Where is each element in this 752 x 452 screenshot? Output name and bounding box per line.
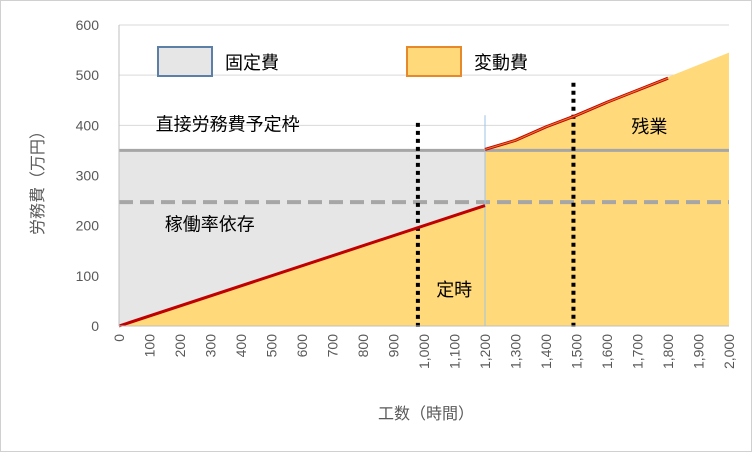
x-axis-title: 工数（時間） [378,404,474,423]
annotation-label: 残業 [631,117,667,138]
y-tick-label: 0 [91,318,99,334]
x-tick-label: 600 [294,334,310,358]
legend-swatch [406,46,462,77]
x-tick-label: 1,700 [630,334,646,369]
x-tick-label: 100 [142,334,158,358]
x-tick-label: 1,600 [599,334,615,369]
x-tick-label: 300 [203,334,219,358]
x-tick-label: 1,300 [508,334,524,369]
x-tick-label: 2,000 [721,334,737,369]
annotation-label: 直接労務費予定枠 [156,114,300,135]
y-tick-label: 600 [76,17,100,33]
legend-label: 変動費 [474,53,528,74]
x-tick-label: 1,000 [416,334,432,369]
variable-cost-overtime-area [485,52,729,151]
y-tick-label: 200 [76,218,100,234]
legend-label: 固定費 [225,53,279,74]
x-tick-label: 800 [355,334,371,358]
y-tick-label: 300 [76,168,100,184]
x-tick-label: 500 [264,334,280,358]
x-tick-label: 1,500 [569,334,585,369]
x-tick-label: 400 [233,334,249,358]
regular-cost-line [118,204,486,328]
x-tick-label: 900 [386,334,402,358]
x-tick-label: 700 [325,334,341,358]
y-axis-title: 労務費（万円） [28,123,47,235]
annotation-label: 定時 [436,280,472,301]
y-tick-label: 500 [76,67,100,83]
legend-swatch [157,46,213,77]
x-tick-label: 1,800 [660,334,676,369]
x-tick-label: 1,200 [477,334,493,369]
x-tick-label: 200 [172,334,188,358]
x-tick-label: 0 [111,334,127,342]
annotation-label: 稼働率依存 [165,215,255,236]
x-tick-label: 1,900 [691,334,707,369]
overtime-cost-line-highlight [484,77,669,150]
y-tick-label: 400 [76,117,100,133]
x-tick-label: 1,400 [538,334,554,369]
y-tick-label: 100 [76,268,100,284]
variable-cost-overtime-base [485,150,729,326]
x-tick-label: 1,100 [447,334,463,369]
